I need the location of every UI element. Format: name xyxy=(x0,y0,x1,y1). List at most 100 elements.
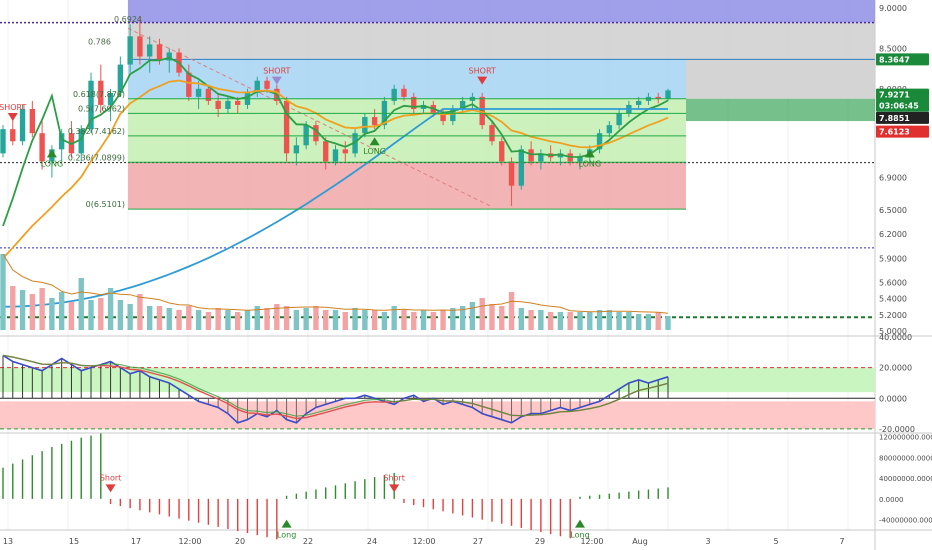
price-tag-box xyxy=(876,111,929,124)
candle-body xyxy=(332,149,339,162)
candle-body xyxy=(0,129,6,154)
candle-body xyxy=(127,36,133,65)
volume-bar xyxy=(264,308,270,330)
time-axis-label: 20 xyxy=(235,537,245,546)
ma-medium-line xyxy=(2,79,669,259)
volume-bar xyxy=(166,308,172,330)
candle-body xyxy=(616,113,622,126)
volume-bar xyxy=(430,312,436,330)
price-axis-tick: 8.5000 xyxy=(879,44,907,53)
time-axis-label: 12:00 xyxy=(580,537,603,546)
volume-bar xyxy=(411,312,417,330)
volume-bar xyxy=(362,310,368,330)
volume-bar xyxy=(156,306,163,330)
volume-bar xyxy=(547,312,554,330)
moving-averages xyxy=(2,56,669,308)
volume-bar xyxy=(371,310,378,330)
long-signal-label: LONG xyxy=(41,159,64,168)
price-axis-tick: 6.9000 xyxy=(879,174,907,183)
candle-body xyxy=(293,145,300,154)
histogram-pane: Short Long Short Long xyxy=(2,433,669,540)
price-tags: 8.3647 7.9271 03:06:45 7.8851 7.6123 xyxy=(876,53,929,138)
price-axis-tick: 5.4000 xyxy=(879,295,907,304)
volume-bar xyxy=(635,314,642,330)
volume-bar xyxy=(626,312,632,330)
volume-bar xyxy=(587,312,593,330)
time-axis-label: 7 xyxy=(839,537,844,546)
volume-bar xyxy=(577,312,583,330)
candle-body xyxy=(303,125,309,146)
short-signal-label: SHORT xyxy=(0,103,27,112)
time-axis-label: 5 xyxy=(773,537,778,546)
zone-red xyxy=(128,162,686,210)
volume-bar xyxy=(440,310,446,330)
volume-bar xyxy=(655,312,661,330)
time-axis-label: Aug xyxy=(632,537,648,546)
candle-body xyxy=(499,141,505,162)
long-signal-label: LONG xyxy=(578,159,601,168)
volume-bar xyxy=(127,304,133,330)
hist-short-label: Short xyxy=(100,473,121,482)
hist-axis-tick: 80000000.0000 xyxy=(879,454,932,462)
candle-body xyxy=(29,108,36,134)
volume-bar xyxy=(274,304,280,330)
candle-body xyxy=(362,117,368,134)
candle-body xyxy=(391,88,397,101)
time-axis-label: 29 xyxy=(535,537,545,546)
price-tag-label: 8.3647 xyxy=(879,55,910,64)
volume-bar xyxy=(225,310,231,330)
volume-bar xyxy=(254,306,260,330)
osc-axis-tick: 0.0000 xyxy=(879,394,907,403)
volume-bar xyxy=(195,310,202,330)
hist-axis-tick: -40000000.0000 xyxy=(879,517,932,525)
volume-bar xyxy=(459,306,466,330)
volume-bar xyxy=(235,312,241,330)
volume-bar xyxy=(0,254,6,330)
volume-bar xyxy=(78,278,84,330)
candle-body xyxy=(10,129,16,142)
time-axis-label: 12:00 xyxy=(412,537,435,546)
price-axis-tick: 5.9000 xyxy=(879,254,907,263)
price-tag-box xyxy=(876,53,929,66)
hist-short-marker xyxy=(105,484,116,493)
price-tag-box xyxy=(876,99,929,112)
volume-bar xyxy=(176,310,182,330)
candle-body xyxy=(215,100,221,109)
candle-body xyxy=(508,161,515,186)
volume-bar xyxy=(283,306,290,330)
volume-bar xyxy=(479,298,485,330)
candle-body xyxy=(450,108,456,122)
osc-axis-tick: 20.0000 xyxy=(879,364,912,373)
volume-bar xyxy=(186,306,192,330)
hist-axis-tick: 40000000.0000 xyxy=(879,475,932,483)
candle-body xyxy=(264,80,270,89)
ma-fast-line xyxy=(2,56,669,227)
price-tag-label: 7.8851 xyxy=(879,114,910,123)
long-signal-label: LONG xyxy=(363,147,386,156)
volume-bar xyxy=(215,308,221,330)
candle-body xyxy=(205,88,212,101)
volume-bar xyxy=(88,300,94,330)
price-axis-tick: 5.0000 xyxy=(879,327,907,336)
candle-body xyxy=(606,125,613,134)
osc-axis-tick: -20.0000 xyxy=(879,425,915,434)
volume-bar xyxy=(117,300,124,330)
hist-axis-tick: 0.0000 xyxy=(879,496,904,504)
fib-level-label: 0(6.5101) xyxy=(86,200,125,209)
volume-bar xyxy=(293,310,300,330)
volume-bar xyxy=(499,306,505,330)
volume-bar xyxy=(323,310,329,330)
volume-bar xyxy=(596,310,603,330)
candle-body xyxy=(283,100,290,154)
candle-body xyxy=(538,153,544,162)
volume-bar xyxy=(518,308,524,330)
volume-bar xyxy=(538,310,544,330)
candle-body xyxy=(313,125,319,142)
price-axis-tick: 5.6000 xyxy=(879,279,907,288)
volume-bar xyxy=(508,292,515,330)
volume-bar xyxy=(381,312,388,330)
hist-long-label: Long xyxy=(570,531,589,540)
zone-gray-right xyxy=(686,59,875,99)
candle-body xyxy=(39,133,45,162)
